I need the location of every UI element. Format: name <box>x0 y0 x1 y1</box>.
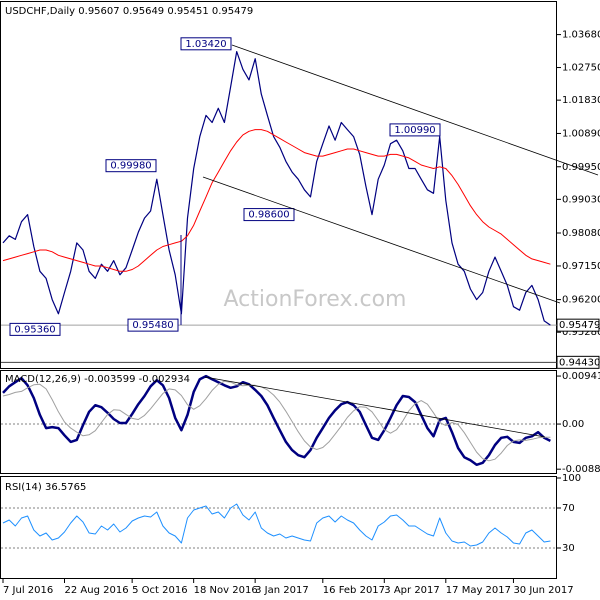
series-line <box>2 129 551 272</box>
support-label-box <box>556 355 600 369</box>
panel-title: USDCHF,Daily 0.95607 0.95649 0.95451 0.9… <box>5 6 253 17</box>
annotation-label: 1.03420 <box>185 39 226 50</box>
rsi-panel <box>0 476 557 579</box>
annotation-box <box>243 208 295 222</box>
annotation-box <box>127 318 179 332</box>
x-tick-label: 18 Nov 2016 <box>194 585 258 596</box>
series-line <box>2 503 551 547</box>
y-tick-label: 0.009411 <box>562 371 600 382</box>
x-tick-label: 17 May 2017 <box>446 585 511 596</box>
y-tick-label: 1.02750 <box>562 63 600 74</box>
y-tick-label: 0.00 <box>562 419 584 430</box>
series-line <box>2 380 551 462</box>
support-label: 0.94430 <box>559 357 600 368</box>
y-tick-label: 1.01830 <box>562 95 600 106</box>
x-tick-label: 30 Jun 2017 <box>513 585 573 596</box>
y-tick-label: 100 <box>562 473 581 484</box>
x-tick-label: 3 Jan 2017 <box>255 585 309 596</box>
annotation-box <box>9 322 61 336</box>
channel-lower <box>202 176 561 304</box>
y-tick-label: 0.98080 <box>562 228 600 239</box>
annotation-label: 0.99980 <box>110 161 151 172</box>
x-tick-label: 3 Apr 2017 <box>384 585 439 596</box>
panel-title: MACD(12,26,9) -0.003599 -0.002934 <box>5 374 190 385</box>
macd-trendline <box>204 376 546 438</box>
panel-title: RSI(14) 36.5765 <box>5 482 86 493</box>
y-tick-label: 0.99950 <box>562 162 600 173</box>
y-tick-label: 1.00890 <box>562 128 600 139</box>
x-tick-label: 5 Oct 2016 <box>132 585 187 596</box>
y-tick-label: 1.03680 <box>562 30 600 41</box>
y-tick-label: 0.95280 <box>562 327 600 338</box>
plot-layer: ActionForex.com 1.03680 1.02750 1.01830 1.00… <box>1 6 600 596</box>
annotation-box <box>105 159 157 173</box>
annotation-label: 0.95360 <box>14 324 55 335</box>
y-tick-label: 0.99030 <box>562 194 600 205</box>
y-tick-label: 70 <box>562 503 575 514</box>
x-tick-label: 16 Feb 2017 <box>323 585 385 596</box>
price-panel <box>0 1 557 369</box>
x-tick-label: 7 Jul 2016 <box>3 585 53 596</box>
annotation-label: 0.98600 <box>248 210 289 221</box>
y-tick-label: -0.008852 <box>562 464 600 475</box>
annotation-box <box>389 123 441 137</box>
series-line <box>2 374 551 467</box>
last-price-box <box>556 318 600 332</box>
last-price-label: 0.95479 <box>559 320 600 331</box>
y-tick-label: 30 <box>562 543 575 554</box>
y-tick-label: 0.97150 <box>562 261 600 272</box>
annotation-label: 1.00990 <box>394 125 435 136</box>
series-line <box>2 51 551 326</box>
watermark: ActionForex.com <box>224 287 407 312</box>
annotation-label: 0.95480 <box>132 320 173 331</box>
annotation-box <box>180 37 232 51</box>
x-tick-label: 22 Aug 2016 <box>65 585 129 596</box>
y-tick-label: 0.96200 <box>562 295 600 306</box>
channel-upper <box>231 44 599 176</box>
